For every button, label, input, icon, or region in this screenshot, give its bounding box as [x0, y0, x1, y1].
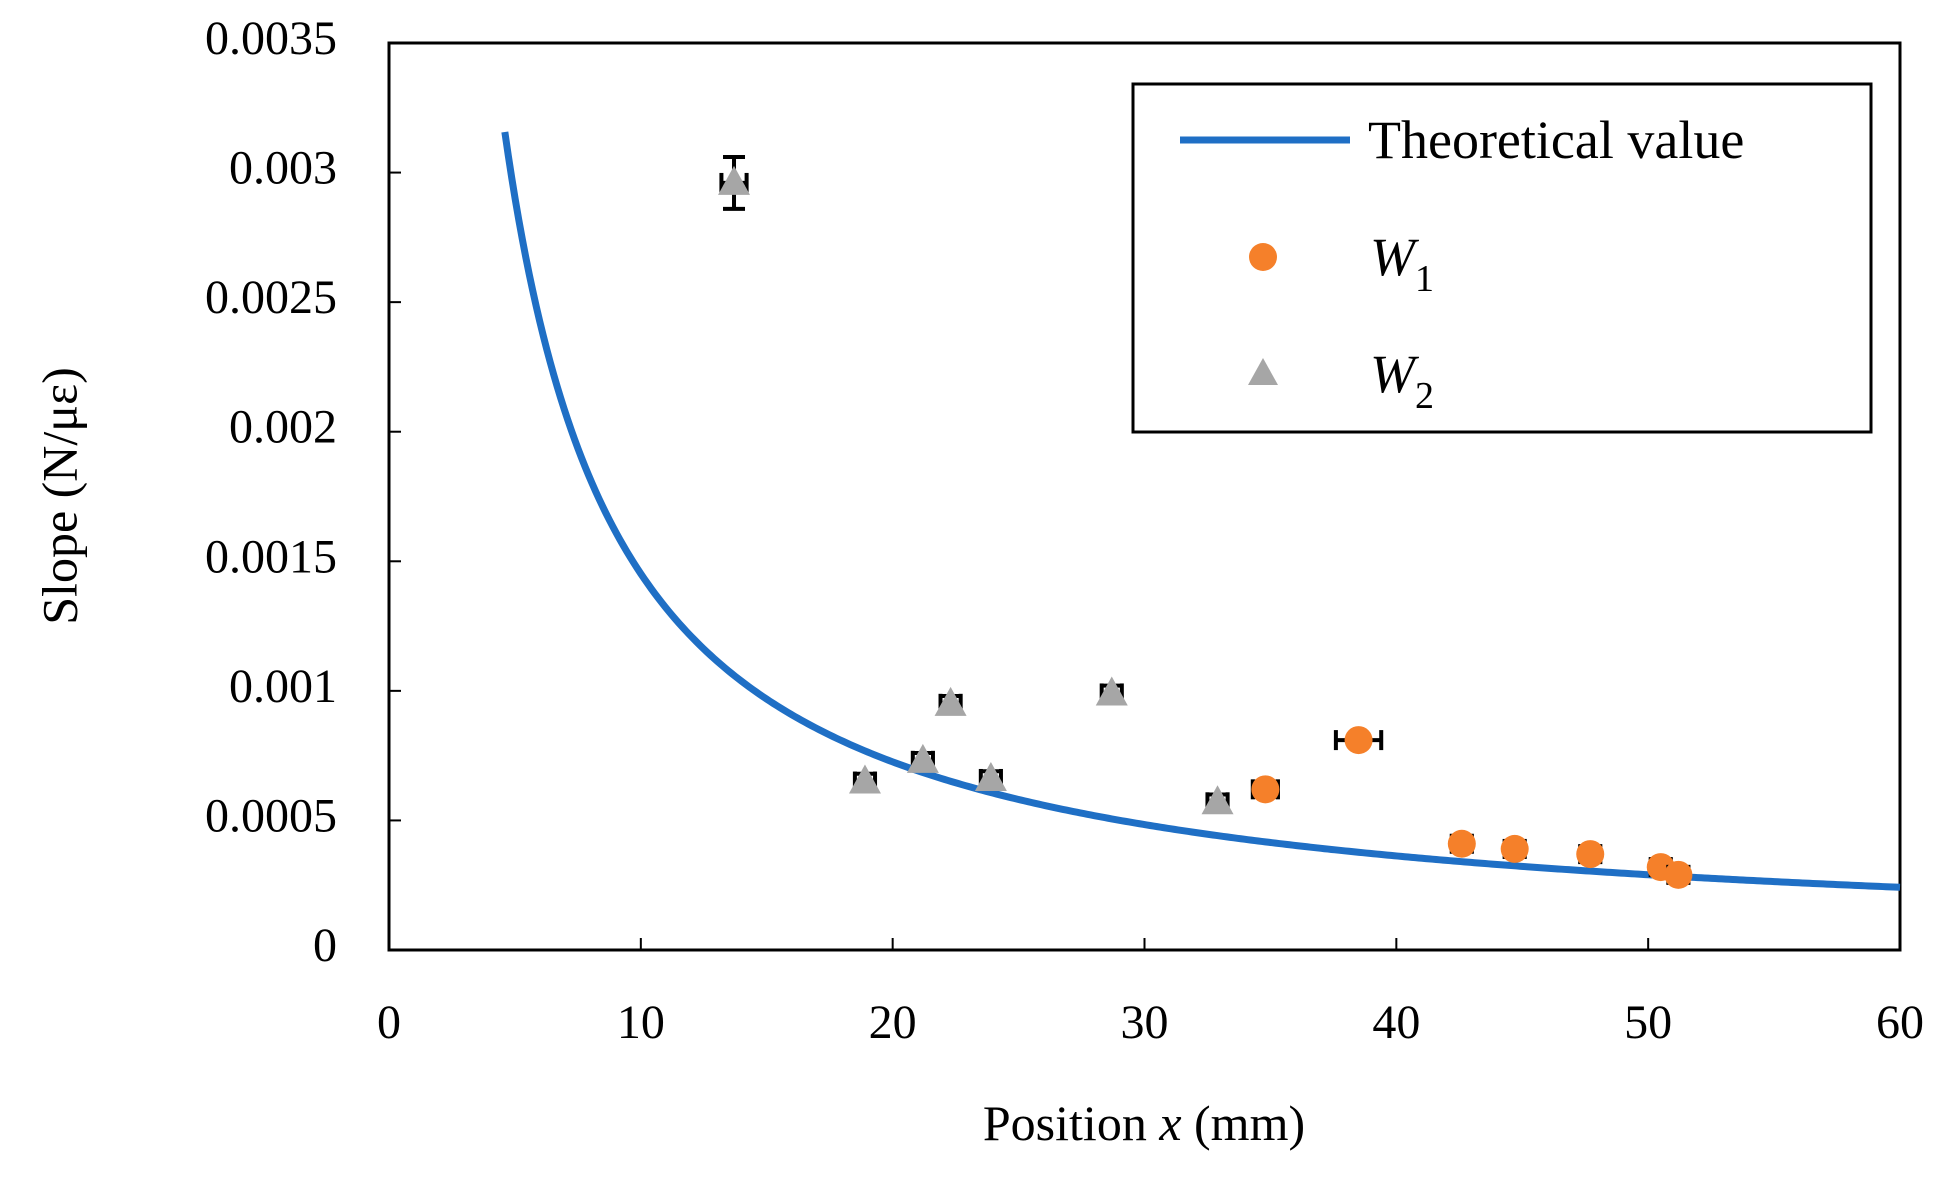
w1-point	[1250, 775, 1280, 804]
y-tick-label: 0.002	[229, 401, 337, 454]
y-axis-ticks: 0 0.0005 0.001 0.0015 0.002 0.0025 0.003 0.0035	[205, 12, 401, 972]
legend-w2-label: W2	[1370, 344, 1434, 417]
w2-point	[974, 761, 1007, 791]
x-axis-title-unit: (mm)	[1194, 1095, 1305, 1151]
data-markers	[718, 155, 1693, 889]
w1-point	[1664, 860, 1693, 889]
y-tick-label: 0.0015	[205, 530, 337, 583]
legend-w2-subscript: 2	[1415, 375, 1434, 417]
w2-point	[718, 155, 751, 211]
w1-point	[1576, 840, 1605, 869]
x-tick-label: 50	[1624, 996, 1672, 1049]
legend: Theoretical value W1 W2	[1131, 82, 1873, 434]
w1-marker	[1251, 775, 1280, 804]
legend-theoretical-label: Theoretical value	[1368, 110, 1744, 170]
y-tick-label: 0.001	[229, 660, 337, 713]
w1-point	[1500, 834, 1529, 863]
x-tick-label: 10	[617, 996, 665, 1049]
w2-marker	[718, 165, 751, 195]
w2-marker	[1095, 676, 1128, 706]
w1-marker	[1576, 840, 1605, 869]
legend-w1-label: W1	[1370, 227, 1434, 300]
w2-point	[1201, 785, 1234, 815]
w1-point	[1447, 829, 1476, 858]
w2-point	[906, 743, 939, 773]
w2-marker	[934, 686, 967, 716]
y-axis-title: Slope (N/με)	[31, 367, 87, 625]
y-tick-label: 0.0005	[205, 789, 337, 842]
w2-point	[848, 764, 881, 794]
w1-point	[1333, 726, 1384, 755]
legend-w1-swatch	[1249, 243, 1277, 271]
legend-w2-swatch	[1248, 358, 1278, 385]
x-tick-label: 40	[1372, 996, 1420, 1049]
w2-point	[1095, 676, 1128, 706]
y-tick-label: 0.0025	[205, 271, 337, 324]
w1-marker	[1664, 860, 1693, 889]
legend-w2-base: W	[1370, 344, 1420, 404]
y-tick-label: 0.0035	[205, 12, 337, 65]
x-axis-title: Position x (mm)	[983, 1095, 1305, 1151]
w2-marker	[848, 764, 881, 794]
x-tick-label: 60	[1876, 996, 1924, 1049]
w2-point	[934, 686, 967, 716]
x-axis-title-label: Position	[983, 1095, 1147, 1151]
legend-w1-subscript: 1	[1415, 258, 1434, 300]
x-tick-label: 20	[869, 996, 917, 1049]
w2-marker	[974, 761, 1007, 791]
legend-w1-base: W	[1370, 227, 1420, 287]
x-tick-label: 0	[377, 996, 401, 1049]
y-tick-label: 0	[313, 919, 337, 972]
w1-marker	[1500, 834, 1529, 863]
y-tick-label: 0.003	[229, 142, 337, 195]
x-tick-label: 30	[1121, 996, 1169, 1049]
w1-marker	[1447, 829, 1476, 858]
x-axis-ticks: 0 10 20 30 40 50 60	[377, 938, 1924, 1049]
w1-marker	[1344, 726, 1373, 755]
x-axis-title-variable: x	[1158, 1095, 1181, 1151]
w2-marker	[906, 743, 939, 773]
w2-marker	[1201, 785, 1234, 815]
